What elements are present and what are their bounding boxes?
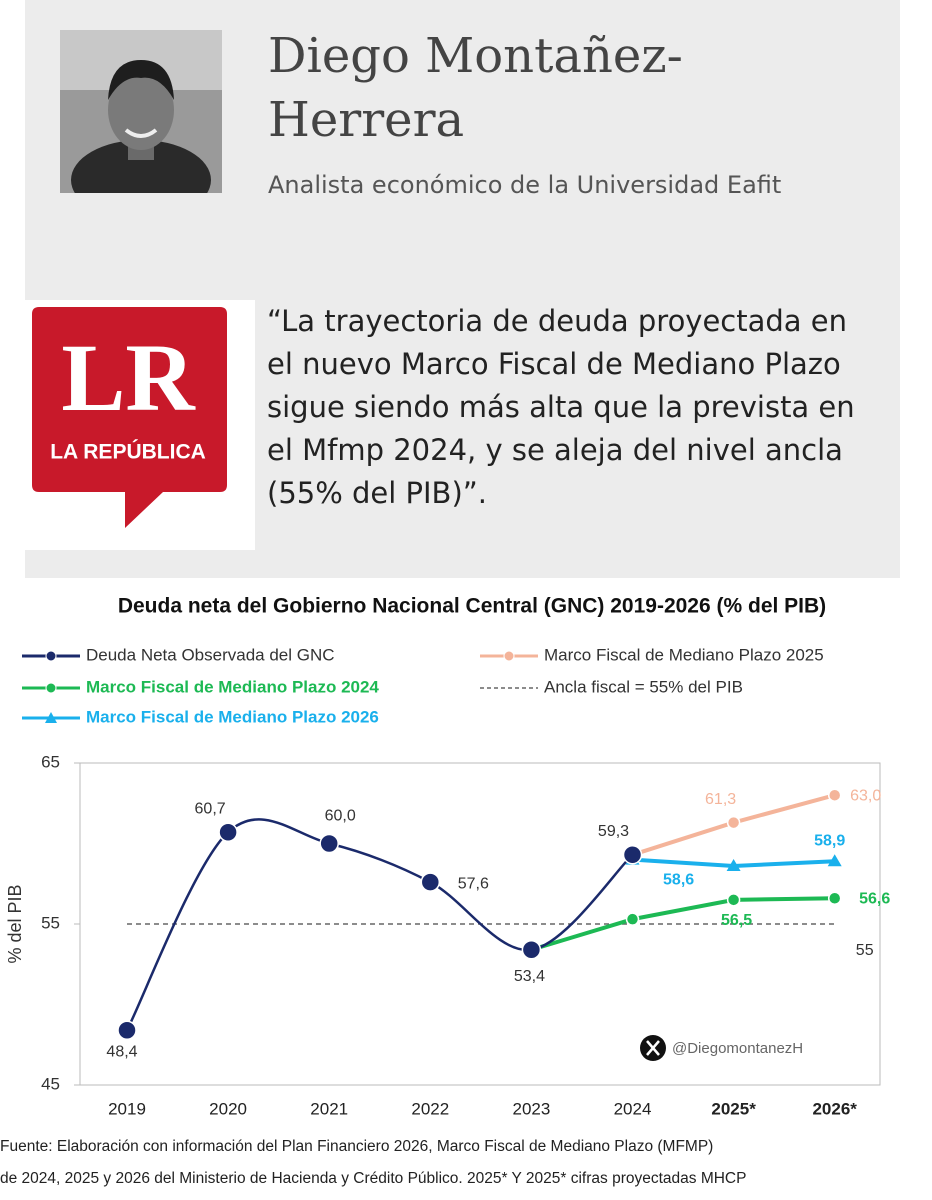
- logo: LR LA REPÚBLICA: [25, 300, 255, 550]
- source-line: de 2024, 2025 y 2026 del Ministerio de H…: [0, 1170, 747, 1187]
- point: [827, 854, 842, 867]
- author-role: Analista económico de la Universidad Eaf…: [268, 171, 782, 199]
- point: [827, 788, 842, 802]
- value-label: 60,0: [325, 808, 356, 825]
- x-tick-label: 2020: [209, 1099, 247, 1118]
- point: [726, 893, 741, 907]
- point: [622, 845, 643, 865]
- series-line: [125, 818, 634, 1031]
- point: [625, 912, 640, 926]
- x-tick-label: 2024: [614, 1099, 652, 1118]
- value-label: 58,9: [814, 832, 845, 849]
- chart: Deuda neta del Gobierno Nacional Central…: [5, 595, 891, 1119]
- value-label: 48,4: [106, 1043, 137, 1060]
- value-label: 61,3: [705, 791, 736, 808]
- x-tick-label: 2023: [512, 1099, 550, 1118]
- point: [117, 1020, 137, 1041]
- x-tick-label: 2019: [108, 1099, 146, 1118]
- legend-label: Marco Fiscal de Mediano Plazo 2025: [544, 645, 824, 664]
- chart-title: Deuda neta del Gobierno Nacional Central…: [118, 595, 826, 618]
- x-tick-label: 2021: [310, 1099, 348, 1118]
- profile-photo: [60, 30, 222, 193]
- y-tick-label: 45: [41, 1074, 60, 1093]
- y-tick-label: 65: [41, 752, 60, 771]
- x-logo-mark: [646, 1040, 660, 1056]
- source-line: Fuente: Elaboración con información del …: [0, 1138, 714, 1155]
- point: [827, 891, 842, 905]
- logo-name: LA REPÚBLICA: [50, 440, 206, 464]
- point: [319, 833, 339, 854]
- point: [521, 940, 542, 960]
- value-label: 59,3: [598, 823, 629, 840]
- value-label: 60,7: [195, 800, 226, 817]
- legend-marker: [45, 650, 57, 662]
- point: [726, 815, 741, 830]
- legend-label: Deuda Neta Observada del GNC: [86, 645, 335, 664]
- series-line: [530, 896, 835, 952]
- point: [726, 859, 741, 872]
- y-axis-label: % del PIB: [5, 884, 25, 963]
- x-tick-label: 2026*: [812, 1099, 857, 1118]
- watermark: @DiegomontanezH: [672, 1040, 803, 1057]
- y-tick-label: 55: [41, 913, 60, 932]
- value-label: 57,6: [458, 875, 489, 892]
- legend-label: Ancla fiscal = 55% del PIB: [544, 677, 743, 696]
- logo-letters: LR: [61, 324, 196, 431]
- value-label: 58,6: [663, 871, 694, 888]
- quote: “La trayectoria de deuda proyectada en e…: [267, 304, 855, 510]
- value-label: 63,0: [850, 787, 881, 804]
- legend-label: Marco Fiscal de Mediano Plazo 2024: [86, 677, 379, 696]
- source: Fuente: Elaboración con información del …: [0, 1131, 746, 1195]
- x-tick-label: 2022: [411, 1099, 449, 1118]
- value-label: 53,4: [514, 968, 545, 985]
- legend-marker: [503, 650, 515, 662]
- author-name: Diego Montañez-Herrera: [268, 28, 683, 148]
- point: [420, 872, 441, 892]
- value-label: 56,5: [721, 912, 752, 929]
- value-label: 56,6: [859, 890, 890, 907]
- point: [218, 822, 238, 842]
- value-label: 55: [856, 942, 874, 959]
- x-tick-label: 2025*: [711, 1099, 756, 1118]
- legend-marker: [45, 682, 57, 694]
- legend-marker: [45, 712, 57, 723]
- legend-label: Marco Fiscal de Mediano Plazo 2026: [86, 707, 379, 726]
